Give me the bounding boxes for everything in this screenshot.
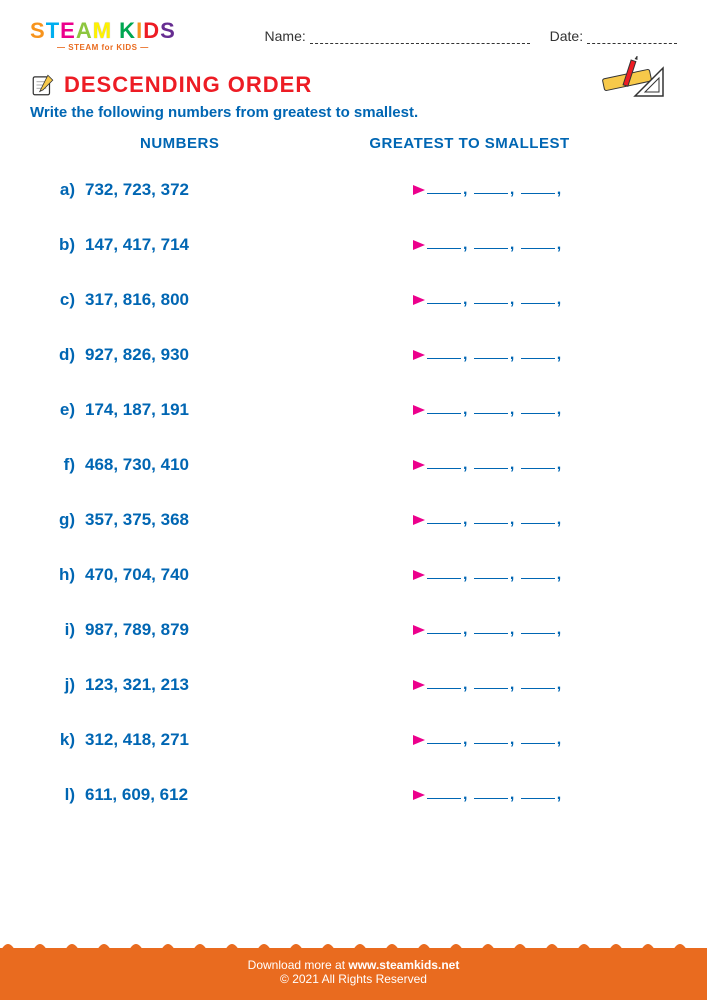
answer-blanks[interactable]: , , , (425, 181, 561, 199)
problem-label: k) (45, 730, 85, 750)
problem-row: a)732, 723, 372 , , , (45, 162, 677, 217)
arrow-icon (235, 459, 425, 471)
footer-url[interactable]: www.steamkids.net (348, 958, 459, 972)
answer-blanks[interactable]: , , , (425, 346, 561, 364)
header-row: STEAM KIDS STEAM for KIDS Name: Date: (0, 0, 707, 62)
col-header-numbers: NUMBERS (140, 135, 219, 152)
problem-row: b)147, 417, 714 , , , (45, 217, 677, 272)
problem-label: e) (45, 400, 85, 420)
column-headers: NUMBERS GREATEST TO SMALLEST (0, 121, 707, 152)
problem-label: h) (45, 565, 85, 585)
problem-label: g) (45, 510, 85, 530)
footer: Download more at www.steamkids.net © 202… (0, 948, 707, 1000)
problem-row: i)987, 789, 879 , , , (45, 602, 677, 657)
problem-label: l) (45, 785, 85, 805)
problem-numbers: 312, 418, 271 (85, 730, 235, 750)
problem-row: g)357, 375, 368 , , , (45, 492, 677, 547)
title-row: DESCENDING ORDER (0, 62, 707, 98)
name-label: Name: (265, 28, 530, 44)
problem-numbers: 468, 730, 410 (85, 455, 235, 475)
problem-numbers: 317, 816, 800 (85, 290, 235, 310)
problem-numbers: 470, 704, 740 (85, 565, 235, 585)
arrow-icon (235, 789, 425, 801)
problem-row: h)470, 704, 740 , , , (45, 547, 677, 602)
arrow-icon (235, 349, 425, 361)
footer-copyright: © 2021 All Rights Reserved (0, 972, 707, 986)
arrow-icon (235, 624, 425, 636)
problem-label: b) (45, 235, 85, 255)
problem-row: f)468, 730, 410 , , , (45, 437, 677, 492)
problem-numbers: 357, 375, 368 (85, 510, 235, 530)
problem-label: f) (45, 455, 85, 475)
logo: STEAM KIDS STEAM for KIDS (30, 20, 176, 52)
problem-row: j)123, 321, 213 , , , (45, 657, 677, 712)
problem-label: j) (45, 675, 85, 695)
footer-line1: Download more at www.steamkids.net (0, 958, 707, 972)
name-date-fields: Name: Date: (176, 28, 677, 44)
problem-row: l)611, 609, 612 , , , (45, 767, 677, 822)
col-header-answer: GREATEST TO SMALLEST (369, 135, 569, 152)
answer-blanks[interactable]: , , , (425, 236, 561, 254)
answer-blanks[interactable]: , , , (425, 401, 561, 419)
problem-row: c)317, 816, 800 , , , (45, 272, 677, 327)
problem-row: k)312, 418, 271 , , , (45, 712, 677, 767)
problem-label: a) (45, 180, 85, 200)
answer-blanks[interactable]: , , , (425, 621, 561, 639)
problem-numbers: 174, 187, 191 (85, 400, 235, 420)
problem-label: c) (45, 290, 85, 310)
answer-blanks[interactable]: , , , (425, 456, 561, 474)
problem-label: i) (45, 620, 85, 640)
date-label: Date: (550, 28, 677, 44)
answer-blanks[interactable]: , , , (425, 676, 561, 694)
problem-numbers: 147, 417, 714 (85, 235, 235, 255)
arrow-icon (235, 294, 425, 306)
arrow-icon (235, 569, 425, 581)
name-fill-line[interactable] (310, 30, 530, 44)
logo-sub: STEAM for KIDS (57, 43, 149, 52)
arrow-icon (235, 404, 425, 416)
problem-label: d) (45, 345, 85, 365)
logo-main: STEAM KIDS (30, 20, 176, 42)
problems-list: a)732, 723, 372 , , , b)147, 417, 714 , , ,… (0, 152, 707, 822)
pencil-paper-icon (30, 72, 56, 98)
problem-numbers: 927, 826, 930 (85, 345, 235, 365)
arrow-icon (235, 514, 425, 526)
arrow-icon (235, 679, 425, 691)
problem-numbers: 732, 723, 372 (85, 180, 235, 200)
page-title: DESCENDING ORDER (64, 72, 312, 98)
date-fill-line[interactable] (587, 30, 677, 44)
answer-blanks[interactable]: , , , (425, 291, 561, 309)
answer-blanks[interactable]: , , , (425, 511, 561, 529)
problem-numbers: 123, 321, 213 (85, 675, 235, 695)
problem-row: e)174, 187, 191 , , , (45, 382, 677, 437)
problem-numbers: 987, 789, 879 (85, 620, 235, 640)
problem-row: d)927, 826, 930 , , , (45, 327, 677, 382)
arrow-icon (235, 239, 425, 251)
answer-blanks[interactable]: , , , (425, 786, 561, 804)
arrow-icon (235, 734, 425, 746)
arrow-icon (235, 184, 425, 196)
problem-numbers: 611, 609, 612 (85, 785, 235, 805)
answer-blanks[interactable]: , , , (425, 566, 561, 584)
ruler-triangle-icon (597, 56, 667, 106)
answer-blanks[interactable]: , , , (425, 731, 561, 749)
